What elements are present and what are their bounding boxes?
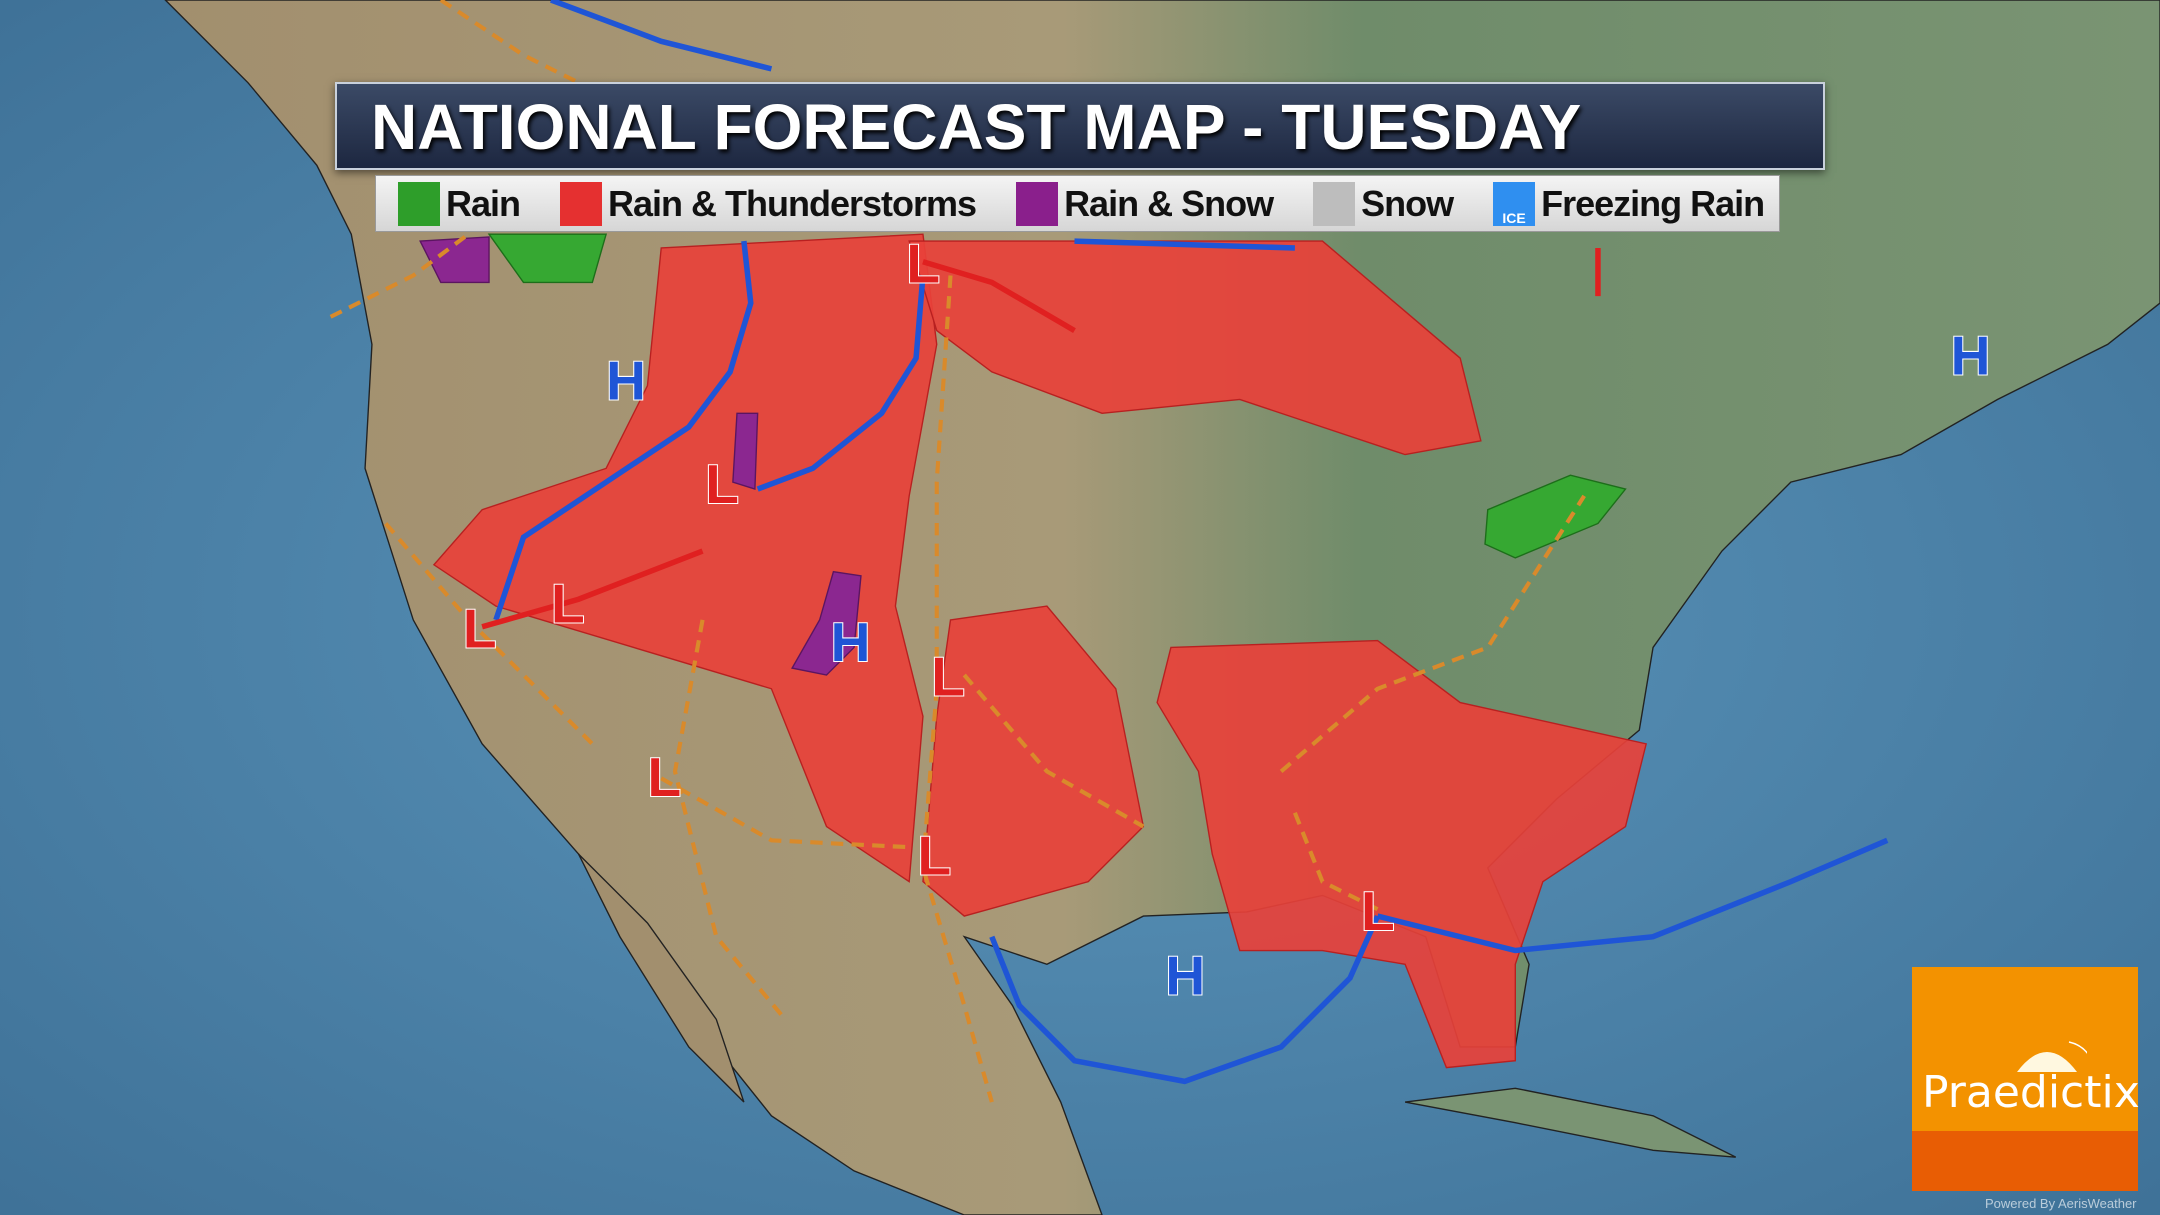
legend-label: Freezing Rain xyxy=(1541,182,1765,224)
cold-fronts xyxy=(493,0,1889,1085)
raindrop-icon xyxy=(398,181,440,226)
low-pressure: L xyxy=(906,232,940,294)
low-pressure: L xyxy=(931,646,965,708)
low-pressure: L xyxy=(917,825,951,887)
legend-label: Snow xyxy=(1361,182,1454,224)
legend-label: Rain & Thunderstorms xyxy=(608,182,977,224)
high-pressure: H xyxy=(606,349,646,411)
low-pressure: L xyxy=(647,746,681,808)
warm-fronts xyxy=(481,247,1601,630)
low-pressure: L xyxy=(1361,880,1395,942)
high-pressure: H xyxy=(1951,325,1991,387)
legend-label: Rain & Snow xyxy=(1064,182,1274,224)
legend-item: Snow xyxy=(1313,181,1454,226)
legend-item: ICE Freezing Rain xyxy=(1493,181,1765,226)
high-pressure: H xyxy=(831,611,871,673)
lightning-icon xyxy=(560,181,603,226)
ice-icon: ICE xyxy=(1493,181,1536,226)
low-pressure: L xyxy=(551,573,585,635)
title-bar: NATIONAL FORECAST MAP - TUESDAY xyxy=(335,82,1825,170)
land-cuba xyxy=(1404,1087,1737,1158)
land-baja xyxy=(577,853,745,1103)
legend-item: Rain & Snow xyxy=(1016,181,1274,226)
high-pressure: H xyxy=(1165,945,1205,1007)
umbrella-icon xyxy=(2017,1041,2087,1072)
legend-label: Rain xyxy=(446,182,521,224)
logo-band xyxy=(1912,1131,2138,1191)
legend-item: Rain xyxy=(398,181,521,226)
logo-text: Praedictix xyxy=(1922,1067,2140,1118)
low-pressure: L xyxy=(463,597,497,659)
legend-item: Rain & Thunderstorms xyxy=(560,181,977,226)
page-title: NATIONAL FORECAST MAP - TUESDAY xyxy=(371,91,1582,163)
praedictix-logo: Praedictix xyxy=(1912,967,2140,1191)
snowflake-icon xyxy=(1016,181,1059,226)
troughs xyxy=(329,0,1586,1103)
legend: Rain Rain & Thunderstorms Rain & Snow Snow I… xyxy=(375,175,1780,232)
precip-rain-snow xyxy=(419,236,862,676)
snowflake-icon xyxy=(1313,181,1356,226)
precip-rain xyxy=(487,233,1627,559)
low-pressure: L xyxy=(705,453,739,515)
powered-by: Powered By AerisWeather xyxy=(1985,1196,2137,1211)
